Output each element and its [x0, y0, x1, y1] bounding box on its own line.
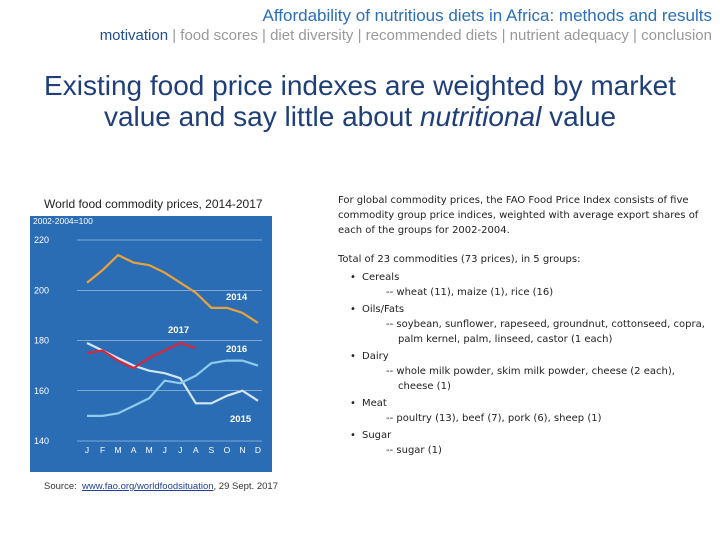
header-title: Affordability of nutritious diets in Afr…	[262, 6, 712, 25]
group-detail: -- whole milk powder, skim milk powder, …	[386, 366, 675, 392]
group-detail: -- wheat (11), maize (1), rice (16)	[386, 287, 554, 298]
source-prefix: Source:	[44, 481, 77, 492]
x-tick-label: D	[255, 445, 261, 455]
group: Cereals -- wheat (11), maize (1), rice (1…	[350, 270, 708, 300]
nav-rest: | food scores | diet diversity | recomme…	[172, 27, 712, 44]
chart-subtitle: 2002-2004=100	[33, 216, 93, 226]
x-tick-label: M	[146, 445, 153, 455]
nav: motivation | food scores | diet diversit…	[2, 27, 712, 45]
y-tick-label: 160	[34, 386, 49, 396]
source-link[interactable]: www.fao.org/worldfoodsituation	[82, 481, 214, 492]
title-part: value	[549, 101, 617, 132]
text-column: For global commodity prices, the FAO Foo…	[338, 193, 708, 460]
series-line	[86, 341, 197, 370]
title-part: Existing food price indexes are weighted…	[44, 70, 676, 132]
chart-bg	[30, 216, 272, 472]
series-label: 2014	[226, 292, 248, 303]
title-part: nutritional	[419, 101, 542, 132]
group-name: Oils/Fats	[362, 304, 405, 315]
x-tick-label: J	[163, 445, 167, 455]
x-tick-label: A	[193, 445, 199, 455]
x-tick-label: J	[178, 445, 182, 455]
group-name: Meat	[362, 398, 387, 409]
x-tick-label: O	[224, 445, 231, 455]
y-tick-label: 140	[34, 436, 49, 446]
x-tick-label: S	[209, 445, 215, 455]
x-tick-label: J	[85, 445, 89, 455]
y-tick-label: 220	[34, 235, 49, 245]
series-line	[87, 359, 259, 417]
group-detail: -- soybean, sunflower, rapeseed, groundn…	[386, 319, 705, 345]
x-tick-label: M	[115, 445, 122, 455]
group-name: Dairy	[362, 351, 389, 362]
series-label: 2015	[230, 414, 252, 425]
y-tick-label: 180	[34, 336, 49, 346]
total: Total of 23 commodities (73 prices), in …	[338, 254, 581, 265]
group-detail: -- sugar (1)	[386, 445, 442, 456]
series-line	[86, 253, 259, 324]
group: Meat -- poultry (13), beef (7), pork (6),…	[350, 396, 708, 426]
chart-title: World food commodity prices, 2014-2017	[44, 197, 263, 211]
source: Source: www.fao.org/worldfoodsituation, …	[44, 481, 278, 492]
group-detail: -- poultry (13), beef (7), pork (6), she…	[386, 413, 602, 424]
nav-current: motivation	[99, 27, 169, 44]
group-name: Sugar	[362, 430, 392, 441]
intro: For global commodity prices, the FAO Foo…	[338, 195, 699, 236]
x-tick-label: A	[131, 445, 137, 455]
y-tick-label: 200	[34, 285, 49, 295]
group: Dairy -- whole milk powder, skim milk pow…	[350, 349, 708, 394]
group: Oils/Fats -- soybean, sunflower, rapeseed…	[350, 302, 708, 347]
series-line	[86, 342, 259, 405]
group-name: Cereals	[362, 272, 400, 283]
group-list: Cereals -- wheat (11), maize (1), rice (1…	[350, 270, 708, 458]
group: Sugar -- sugar (1)	[350, 428, 708, 458]
series-label: 2016	[226, 344, 247, 355]
x-tick-label: F	[100, 445, 105, 455]
slide-title: Existing food price indexes are weighted…	[40, 70, 680, 132]
series-label: 2017	[168, 325, 189, 336]
x-tick-label: N	[239, 445, 245, 455]
source-suffix: , 29 Sept. 2017	[213, 481, 278, 492]
